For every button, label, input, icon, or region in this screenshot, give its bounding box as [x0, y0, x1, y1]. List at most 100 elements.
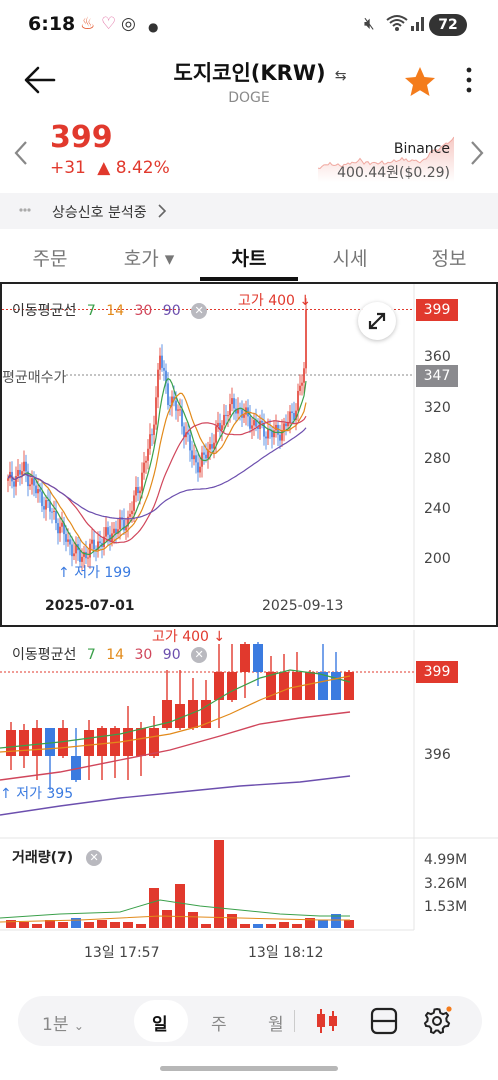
chevron-right-icon — [158, 204, 167, 218]
candle-body — [195, 455, 197, 463]
volume-bar — [58, 922, 68, 928]
candle-body — [293, 413, 295, 420]
interval-select[interactable]: 1분 ⌄ — [42, 1010, 84, 1035]
period-week[interactable]: 주 — [211, 1015, 227, 1035]
candle-body — [129, 514, 131, 517]
volume-bar — [318, 920, 328, 928]
ma30-label: 30 — [134, 303, 153, 319]
candle-body — [39, 489, 41, 492]
more-vertical-icon[interactable] — [464, 66, 474, 96]
volume-bar — [305, 918, 315, 928]
favorite-star-icon[interactable] — [403, 65, 437, 99]
daily-low-text: 저가 199 — [74, 565, 132, 581]
candle-body — [299, 385, 301, 391]
coin-title-button[interactable]: 도지코인(KRW) ⇆ — [170, 57, 350, 87]
candle-body — [83, 551, 85, 557]
tab-orderbook[interactable]: 호가 ▾ — [123, 248, 175, 270]
next-coin-chevron-icon[interactable] — [468, 140, 486, 166]
candle-body — [35, 485, 37, 494]
candle-body — [257, 426, 259, 429]
split-layout-icon[interactable] — [370, 1007, 398, 1035]
current-price: 399 — [50, 120, 113, 155]
candle-body — [181, 409, 183, 427]
candle-body — [115, 528, 117, 534]
candle-body — [137, 487, 139, 494]
close-ma-legend-icon[interactable]: ✕ — [191, 303, 208, 319]
candle-body — [43, 506, 45, 510]
candle-body — [73, 553, 75, 557]
candle-body — [344, 672, 354, 700]
candle-body — [219, 422, 221, 430]
toolbar-divider — [294, 1010, 295, 1032]
ma7-label: 7 — [86, 303, 96, 319]
candle-body — [51, 511, 53, 513]
candle-body — [119, 517, 121, 530]
candle-body — [295, 410, 297, 420]
up-arrow-icon: ↑ — [0, 786, 12, 802]
candle-body — [233, 398, 235, 409]
volume-bar — [123, 922, 133, 928]
volume-bar — [84, 922, 94, 928]
minute-current-price-tag: 399 — [416, 661, 458, 683]
volume-bar — [45, 920, 55, 928]
wifi-icon — [386, 14, 408, 37]
candle-body — [203, 452, 205, 455]
volume-bar — [110, 922, 120, 928]
candle-body — [223, 414, 225, 426]
candle-body — [289, 411, 291, 423]
signal-dots-icon — [19, 208, 31, 212]
minute-candlestick-chart[interactable] — [0, 630, 498, 970]
candle-body — [136, 728, 146, 756]
close-volume-icon[interactable]: ✕ — [86, 850, 103, 866]
volume-bar — [240, 924, 250, 928]
candle-body — [13, 481, 15, 487]
candle-body — [61, 522, 63, 527]
tab-chart[interactable]: 차트 — [231, 248, 267, 270]
close-ma-legend-icon[interactable]: ✕ — [191, 647, 208, 663]
candle-body — [145, 460, 147, 463]
candle-body — [55, 510, 57, 524]
candle-body — [225, 414, 227, 416]
period-month[interactable]: 월 — [268, 1015, 284, 1035]
candlestick-type-icon[interactable] — [314, 1007, 340, 1035]
candle-body — [79, 550, 81, 562]
candle-body — [125, 526, 127, 531]
volume-ma-line — [0, 915, 350, 923]
candle-body — [211, 444, 213, 449]
candle-body — [188, 700, 198, 728]
instagram-icon: ◎ — [121, 14, 136, 34]
signal-analysis-bar[interactable]: 상승신호 분석중 — [0, 193, 498, 229]
period-day[interactable]: 일 — [152, 1015, 168, 1035]
tab-info[interactable]: 정보 — [431, 248, 467, 270]
expand-chart-button[interactable] — [358, 302, 396, 340]
daily-candlestick-chart[interactable] — [2, 284, 496, 625]
ma90-line — [7, 427, 307, 520]
tab-order[interactable]: 주문 — [32, 248, 68, 270]
candle-body — [93, 539, 95, 550]
minute-high-label: 고가 400 ↓ — [152, 626, 225, 646]
ma7-line — [0, 669, 351, 749]
ma14-label: 14 — [106, 647, 125, 663]
tab-market-price[interactable]: 시세 — [332, 248, 368, 270]
mute-icon: 🔇︎ — [364, 14, 375, 34]
candle-body — [25, 461, 27, 472]
daily-chart-frame — [0, 282, 498, 627]
candle-body — [201, 700, 211, 728]
candle-body — [227, 672, 237, 700]
minute-x-tick: 13일 17:57 — [84, 945, 160, 961]
candle-body — [139, 490, 141, 494]
candle-body — [149, 728, 159, 756]
candle-body — [267, 429, 269, 439]
ma7-line — [7, 377, 307, 556]
battery-icon: 72 — [429, 14, 467, 36]
volume-bar — [344, 920, 354, 928]
prev-coin-chevron-icon[interactable] — [12, 140, 30, 166]
candle-body — [63, 522, 65, 535]
settings-gear-icon[interactable] — [422, 1006, 452, 1036]
daily-y-tick: 320 — [424, 400, 451, 416]
candle-body — [237, 408, 239, 414]
signal-icon — [410, 14, 426, 37]
back-arrow-icon[interactable] — [22, 62, 58, 98]
volume-bar — [19, 922, 29, 928]
candle-body — [301, 382, 303, 386]
